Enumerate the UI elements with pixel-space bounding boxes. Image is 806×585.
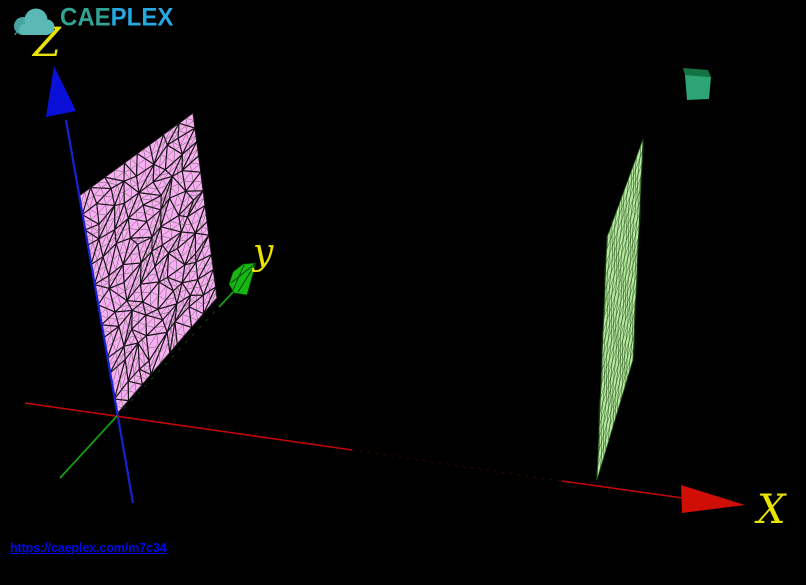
x-axis-label: X xyxy=(754,487,787,533)
axis-lines xyxy=(24,119,684,504)
logo-text-cae: CAE xyxy=(60,3,111,32)
x-axis-line-near xyxy=(24,402,353,451)
model-share-link[interactable]: https://caeplex.com/m7c34 xyxy=(10,541,167,555)
logo-text-plex: PLEX xyxy=(110,3,174,32)
cloud-mesh-icon xyxy=(14,8,55,35)
caeplex-logo[interactable]: CAEPLEX xyxy=(6,3,174,39)
y-axis-label: y xyxy=(251,232,274,273)
axis-arrowheads xyxy=(46,66,745,513)
x-axis-arrowhead xyxy=(681,485,745,513)
triangulated-mesh-surface[interactable] xyxy=(78,112,218,415)
cube-top-face xyxy=(683,68,711,77)
cube-front-face xyxy=(685,75,711,100)
z-axis-arrowhead xyxy=(46,66,76,117)
x-axis-line-hidden xyxy=(351,449,563,482)
y-axis-arrowhead xyxy=(228,262,257,296)
reference-cube[interactable] xyxy=(683,68,711,100)
x-axis-line-far xyxy=(561,480,684,499)
z-axis-line xyxy=(64,119,135,504)
structured-mesh-surface[interactable] xyxy=(595,138,644,481)
hidden-axis-lines xyxy=(116,306,563,482)
y-axis-line-negative xyxy=(59,415,118,479)
y-axis-line-positive xyxy=(218,289,236,308)
